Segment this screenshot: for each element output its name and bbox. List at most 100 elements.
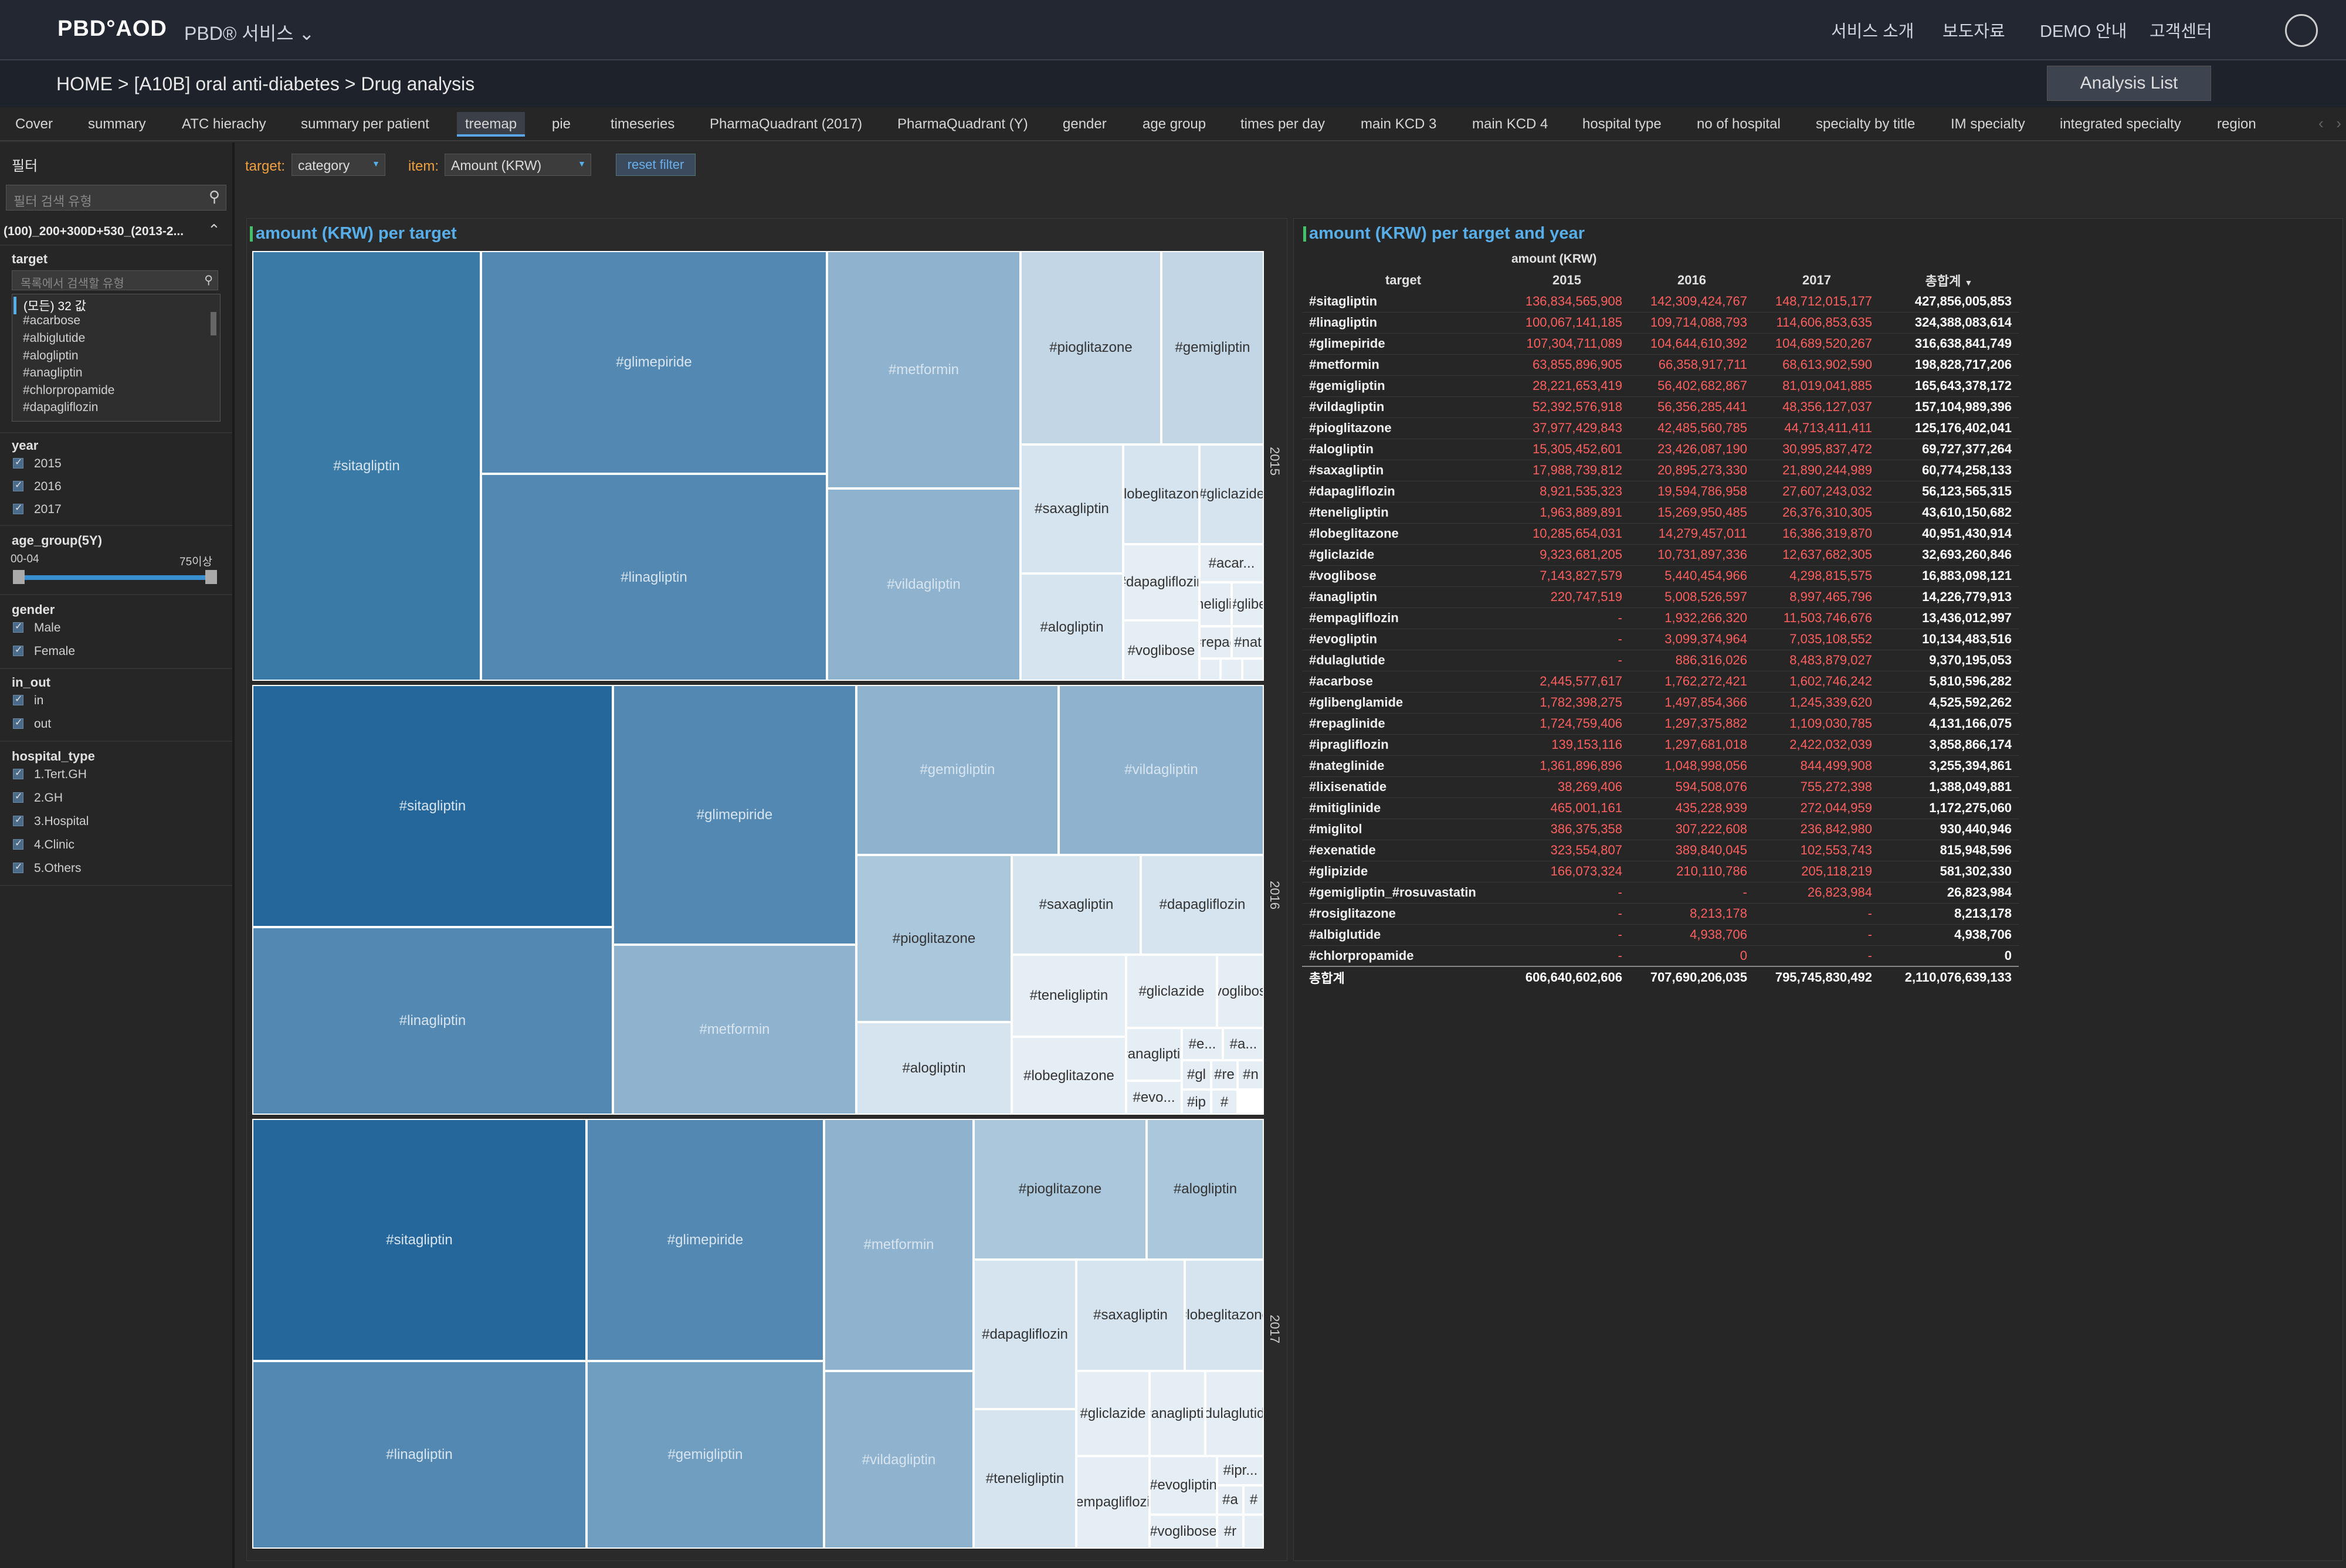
- chevron-left-icon[interactable]: ‹: [2318, 114, 2324, 132]
- tab-pharmaquadrant-2017[interactable]: PharmaQuadrant (2017): [710, 116, 863, 132]
- checkbox-tert-gh[interactable]: [13, 767, 23, 779]
- checkbox-2015[interactable]: [13, 456, 23, 469]
- treemap-cell[interactable]: #alogliptin: [856, 1022, 1012, 1115]
- tab-cover[interactable]: Cover: [15, 116, 53, 132]
- table-row[interactable]: #glibenglamide 1,782,398,275 1,497,854,366…: [1302, 692, 2019, 714]
- chevron-up-icon[interactable]: ⌃: [208, 221, 221, 239]
- table-row[interactable]: #albiglutide -4,938,706-4,938,706: [1302, 924, 2019, 946]
- treemap-cell[interactable]: #linagliptin: [481, 474, 827, 681]
- user-avatar-icon[interactable]: [2285, 14, 2318, 47]
- table-row[interactable]: #glipizide 166,073,324 210,110,786 205,118,…: [1302, 861, 2019, 883]
- treemap-cell[interactable]: #gliclazide: [1126, 955, 1217, 1028]
- treemap-cell[interactable]: #vildagliptin: [1059, 685, 1264, 855]
- treemap-cell[interactable]: #linagliptin: [252, 927, 613, 1115]
- treemap-cell[interactable]: #vildagliptin: [827, 488, 1021, 681]
- treemap-cell[interactable]: #lobeglitazone: [1123, 444, 1199, 544]
- reset-filter-button[interactable]: reset filter: [616, 154, 696, 176]
- table-row[interactable]: #mitiglinide 465,001,161 435,228,939 272,04…: [1302, 797, 2019, 819]
- tab-gender[interactable]: gender: [1063, 116, 1107, 132]
- table-row[interactable]: #glimepiride 107,304,711,089 104,644,610,3…: [1302, 333, 2019, 355]
- checkbox-male[interactable]: [13, 620, 23, 633]
- nav-link-press[interactable]: 보도자료: [1942, 22, 2005, 41]
- list-item[interactable]: #acarbose: [23, 314, 81, 327]
- table-row[interactable]: #acarbose 2,445,577,617 1,762,272,421 1,602…: [1302, 671, 2019, 693]
- treemap-cell[interactable]: #metformin: [613, 945, 856, 1115]
- table-row[interactable]: #repaglinide 1,724,759,406 1,297,375,882 1,…: [1302, 713, 2019, 735]
- treemap-cell[interactable]: #voglibose: [1150, 1515, 1217, 1549]
- dataset-selector[interactable]: (100)_200+300D+530_(2013-2...: [4, 225, 184, 238]
- table-row[interactable]: #gemigliptin 28,221,653,419 56,402,682,867…: [1302, 375, 2019, 397]
- total-column-header[interactable]: 총합계 ▼: [1879, 270, 2019, 291]
- item-dropdown[interactable]: Amount (KRW) ▼: [445, 154, 591, 176]
- treemap-cell[interactable]: #saxagliptin: [1021, 444, 1123, 573]
- logo[interactable]: PBD°AOD: [57, 16, 167, 41]
- year-column-header[interactable]: 2016: [1677, 273, 1706, 287]
- tab-integrated-specialty[interactable]: integrated specialty: [2060, 116, 2181, 132]
- treemap-cell[interactable]: #dapagliflozin: [974, 1260, 1076, 1409]
- tab-no-of-hospital[interactable]: no of hospital: [1697, 116, 1781, 132]
- checkbox-2016[interactable]: [13, 479, 23, 491]
- treemap-cell[interactable]: [1199, 659, 1221, 681]
- table-row[interactable]: #vildagliptin 52,392,576,918 56,356,285,44…: [1302, 396, 2019, 418]
- tab-scroll-arrows[interactable]: ‹ ›: [2318, 114, 2341, 133]
- treemap-cell[interactable]: #lobeglitazone: [1185, 1260, 1264, 1371]
- tab-summary[interactable]: summary: [88, 116, 146, 132]
- treemap-cell[interactable]: #dapagliflozin: [1123, 544, 1199, 620]
- age-slider-track[interactable]: [16, 575, 216, 580]
- filter-search-input[interactable]: 필터 검색 유형 ⚲: [6, 185, 226, 211]
- treemap-cell[interactable]: #teneligliptin: [1199, 582, 1232, 626]
- treemap-cell[interactable]: #a: [1217, 1485, 1243, 1515]
- table-row[interactable]: #evogliptin -3,099,374,964 7,035,108,552 10…: [1302, 629, 2019, 650]
- target-dropdown[interactable]: category ▼: [291, 154, 385, 176]
- treemap-cell[interactable]: #pioglitazone: [974, 1119, 1147, 1260]
- treemap-cell[interactable]: #linagliptin: [252, 1361, 586, 1549]
- treemap-cell[interactable]: #dapagliflozin: [1141, 855, 1264, 955]
- tab-timeseries[interactable]: timeseries: [611, 116, 675, 132]
- treemap-cell[interactable]: #a...: [1223, 1028, 1264, 1060]
- treemap-2017[interactable]: #sitagliptin #linagliptin #glimepiride #gem…: [252, 1119, 1264, 1549]
- table-row[interactable]: #dulaglutide -886,316,026 8,483,879,027 9,3…: [1302, 650, 2019, 671]
- table-row[interactable]: #linagliptin 100,067,141,185 109,714,088,7…: [1302, 312, 2019, 334]
- table-row[interactable]: #voglibose 7,143,827,579 5,440,454,966 4,29…: [1302, 565, 2019, 587]
- table-row[interactable]: #rosiglitazone -8,213,178-8,213,178: [1302, 903, 2019, 925]
- age-slider-max-handle[interactable]: [205, 570, 217, 584]
- treemap-cell[interactable]: #vildagliptin: [824, 1371, 974, 1549]
- table-row[interactable]: #gemigliptin_#rosuvastatin - -26,823,984 26…: [1302, 882, 2019, 904]
- treemap-cell[interactable]: [1242, 659, 1264, 681]
- tab-atc-hierachy[interactable]: ATC hierachy: [182, 116, 266, 132]
- checkbox-in[interactable]: [13, 693, 23, 705]
- treemap-cell[interactable]: #glimepiride: [481, 251, 827, 474]
- table-row[interactable]: #nateglinide 1,361,896,896 1,048,998,056 84…: [1302, 755, 2019, 777]
- treemap-cell[interactable]: #repag: [1199, 626, 1232, 659]
- table-row[interactable]: #metformin 63,855,896,905 66,358,917,711 68…: [1302, 354, 2019, 376]
- treemap-cell[interactable]: #teneligliptin: [1012, 955, 1126, 1037]
- treemap-cell[interactable]: #re: [1211, 1060, 1238, 1090]
- search-icon[interactable]: ⚲: [208, 188, 220, 205]
- treemap-cell[interactable]: #metformin: [824, 1119, 974, 1371]
- treemap-cell[interactable]: #pioglitazone: [856, 855, 1012, 1022]
- tab-region[interactable]: region: [2217, 116, 2256, 132]
- treemap-cell[interactable]: #gemigliptin: [1161, 251, 1264, 444]
- treemap-cell[interactable]: #: [1243, 1485, 1264, 1515]
- table-row[interactable]: #lobeglitazone 10,285,654,031 14,279,457,0…: [1302, 523, 2019, 545]
- treemap-cell[interactable]: #glimepiride: [586, 1119, 824, 1361]
- treemap-cell[interactable]: #nat: [1232, 626, 1264, 659]
- nav-link-service-intro[interactable]: 서비스 소개: [1831, 22, 1914, 41]
- table-row[interactable]: #chlorpropamide -0-0: [1302, 945, 2019, 967]
- tab-main-kcd3[interactable]: main KCD 3: [1361, 116, 1437, 132]
- treemap-cell[interactable]: #ip: [1182, 1090, 1211, 1115]
- analysis-list-button[interactable]: Analysis List: [2047, 66, 2211, 101]
- list-item[interactable]: #alogliptin: [23, 349, 79, 362]
- table-row[interactable]: #miglitol 386,375,358 307,222,608 236,842,9…: [1302, 819, 2019, 840]
- treemap-cell[interactable]: #ipr...: [1217, 1456, 1264, 1485]
- list-item[interactable]: #albiglutide: [23, 331, 86, 345]
- nav-link-demo[interactable]: DEMO 안내: [2040, 22, 2127, 41]
- checkbox-2017[interactable]: [13, 502, 23, 514]
- table-row[interactable]: #teneligliptin 1,963,889,891 15,269,950,48…: [1302, 502, 2019, 524]
- table-row[interactable]: #lixisenatide 38,269,406 594,508,076 755,27…: [1302, 776, 2019, 798]
- table-row[interactable]: #anagliptin 220,747,519 5,008,526,597 8,997…: [1302, 586, 2019, 608]
- list-item[interactable]: #dapagliflozin: [23, 401, 99, 414]
- treemap-cell[interactable]: #voglibose: [1217, 955, 1264, 1028]
- table-row[interactable]: #empagliflozin -1,932,266,320 11,503,746,6…: [1302, 607, 2019, 629]
- treemap-cell[interactable]: #pioglitazone: [1021, 251, 1161, 444]
